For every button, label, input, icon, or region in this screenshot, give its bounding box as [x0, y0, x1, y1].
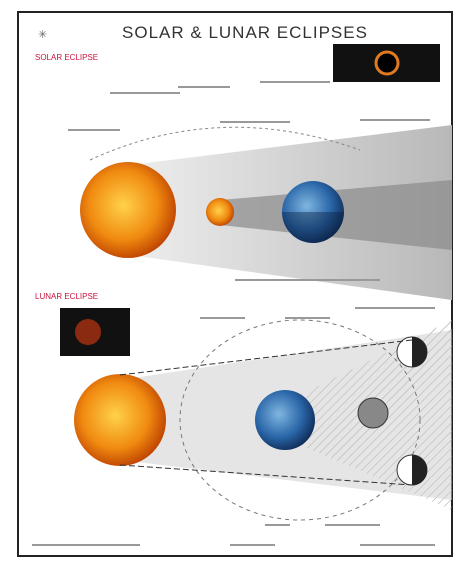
- logo: ✳: [38, 29, 47, 41]
- title: SOLAR & LUNAR ECLIPSES: [122, 23, 368, 42]
- lunar-diagram: [32, 307, 452, 546]
- solar-diagram: [68, 44, 452, 300]
- section-heading: SOLAR ECLIPSE: [35, 53, 98, 62]
- section-heading: LUNAR ECLIPSE: [35, 292, 98, 301]
